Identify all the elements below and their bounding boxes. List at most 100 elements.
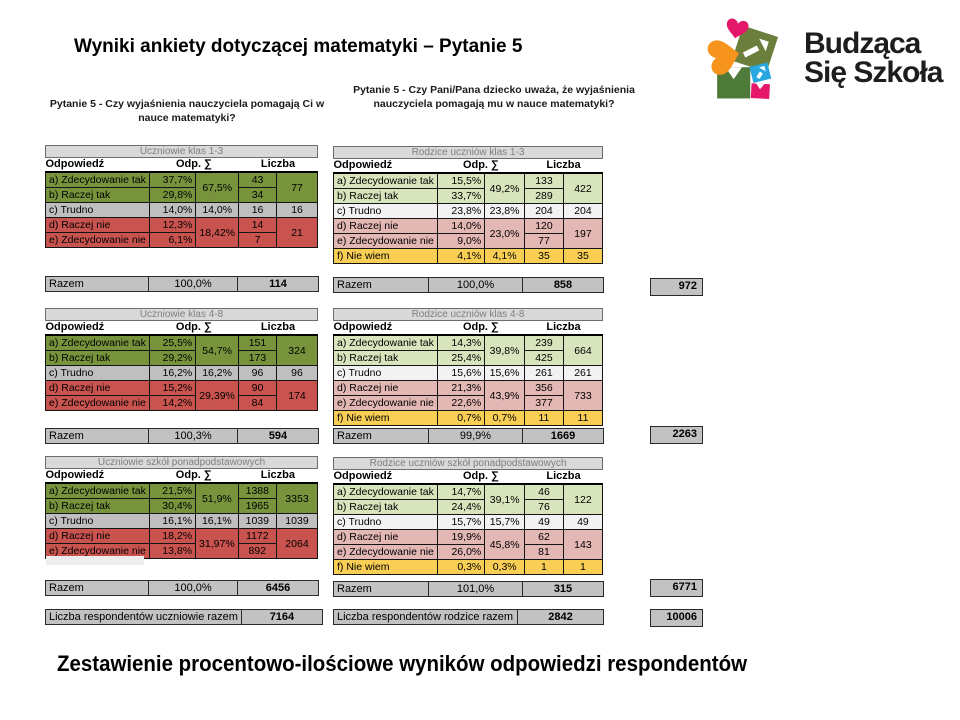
right-razem-row-1: Razem 100,0% 858 <box>333 277 604 293</box>
answer-cell: a) Zdecydowanie tak <box>333 172 438 189</box>
count-cell: 7 <box>238 232 278 248</box>
answer-row: e) Zdecydowanie nie 13,8% 892 <box>45 543 318 559</box>
answer-row: c) Trudno 15,7% 15,7% 49 49 <box>333 514 604 530</box>
pct-column-header: Odp. ∑ <box>437 470 525 485</box>
table-group-title: Rodzice uczniów klas 4-8 <box>333 308 603 321</box>
respondents-label: Liczba respondentów rodzice razem <box>333 609 518 625</box>
pct-cell: 16,1% <box>148 513 197 529</box>
pct-cell: 9,0% <box>436 233 486 249</box>
count-cell: 261 <box>523 365 564 381</box>
razem-pct: 100,0% <box>148 276 238 292</box>
pct-cell: 19,9% <box>436 529 486 545</box>
combined-total-box-3: 6771 <box>650 579 703 597</box>
logo-line-1: Budząca <box>804 26 921 60</box>
answer-column-header: Odpowiedź <box>333 321 438 336</box>
pct-cell: 0,3% <box>436 559 486 575</box>
pct-cell: 14,0% <box>148 202 197 218</box>
answer-row: f) Nie wiem 4,1% 4,1% 35 35 <box>333 248 604 264</box>
answer-cell: c) Trudno <box>333 365 438 381</box>
answer-row: d) Raczej nie 14,0% 23,0% 120 197 <box>333 218 604 249</box>
table-header-row: Odpowiedź Odp. ∑ Liczba <box>333 470 603 485</box>
pct-sum-cell: 51,9% <box>195 482 239 514</box>
left-razem-row-2: Razem 100,3% 594 <box>45 428 319 444</box>
razem-count: 114 <box>237 276 319 292</box>
parents-respondents-total-row: Liczba respondentów rodzice razem 2842 <box>333 609 604 625</box>
count-sum-cell: 197 <box>562 218 604 249</box>
pct-column-header: Odp. ∑ <box>437 159 525 174</box>
count-sum-cell: 324 <box>276 334 318 366</box>
count-sum-cell: 1039 <box>275 513 319 529</box>
count-sum-cell: 174 <box>276 380 318 411</box>
pct-sum-cell: 14,0% <box>195 202 240 218</box>
answer-row: d) Raczej nie 18,2% 31,97% 1172 2064 <box>45 528 319 559</box>
count-column-header: Liczba <box>524 321 603 336</box>
pct-cell: 29,8% <box>148 187 197 203</box>
count-cell: 425 <box>523 350 564 366</box>
answer-cell: c) Trudno <box>45 202 150 218</box>
pct-sum-cell: 23,8% <box>484 203 525 219</box>
pct-cell: 15,2% <box>148 380 197 396</box>
count-sum-cell: 143 <box>562 529 604 560</box>
count-column-header: Liczba <box>238 158 318 173</box>
answer-row: a) Zdecydowanie tak 21,5% 51,9% 1388 3353 <box>45 482 319 514</box>
razem-label: Razem <box>45 428 149 444</box>
pct-cell: 26,0% <box>436 544 486 560</box>
answer-row: e) Zdecydowanie nie 22,6% 377 <box>333 395 603 411</box>
razem-row: Razem 100,0% 114 <box>45 276 319 292</box>
count-cell: 1388 <box>237 482 277 499</box>
count-column-header: Liczba <box>238 321 318 336</box>
count-sum-cell: 261 <box>562 365 604 381</box>
answers-table: Odpowiedź Odp. ∑ Liczba a) Zdecydowanie tak… <box>45 158 318 248</box>
answer-cell: b) Raczej tak <box>333 499 438 515</box>
razem-row: Razem 100,0% 6456 <box>45 580 319 596</box>
pct-cell: 33,7% <box>436 188 486 204</box>
answer-cell: a) Zdecydowanie tak <box>45 334 150 351</box>
count-sum-cell: 122 <box>562 483 604 515</box>
answers-table: Odpowiedź Odp. ∑ Liczba a) Zdecydowanie tak… <box>45 321 318 411</box>
answer-cell: d) Raczej nie <box>45 217 150 233</box>
razem-count: 1669 <box>522 428 604 444</box>
pct-sum-cell: 54,7% <box>195 334 239 366</box>
answer-row: b) Raczej tak 24,4% 76 <box>333 499 603 515</box>
answer-cell: f) Nie wiem <box>333 410 438 426</box>
pct-sum-cell: 0,7% <box>484 410 525 426</box>
right-survey-table-1: Rodzice uczniów klas 1-3 Odpowiedź Odp. ∑ L… <box>333 146 604 264</box>
left-survey-table-3: Uczniowie szkół ponadpodstawowych Odpowie… <box>45 456 319 559</box>
page-title: Wyniki ankiety dotyczącej matematyki – P… <box>74 36 523 57</box>
right-razem-row-3: Razem 101,0% 315 <box>333 581 604 597</box>
right-razem-row-2: Razem 99,9% 1669 <box>333 428 604 444</box>
count-cell: 892 <box>237 543 277 559</box>
pct-sum-cell: 18,42% <box>195 217 240 248</box>
count-cell: 81 <box>524 544 564 560</box>
answer-cell: b) Raczej tak <box>45 350 150 366</box>
pct-cell: 30,4% <box>148 498 197 514</box>
answer-row: a) Zdecydowanie tak 25,5% 54,7% 151 324 <box>45 334 318 366</box>
answer-row: c) Trudno 23,8% 23,8% 204 204 <box>333 203 604 219</box>
pct-sum-cell: 15,7% <box>484 514 526 530</box>
count-sum-cell: 49 <box>562 514 604 530</box>
answer-cell: d) Raczej nie <box>333 218 438 234</box>
table-header-row: Odpowiedź Odp. ∑ Liczba <box>45 321 318 336</box>
answers-table: Odpowiedź Odp. ∑ Liczba a) Zdecydowanie tak… <box>333 321 604 426</box>
table-group-title: Rodzice uczniów klas 1-3 <box>333 146 603 159</box>
answer-cell: e) Zdecydowanie nie <box>45 395 150 411</box>
count-cell: 356 <box>523 380 564 396</box>
razem-label: Razem <box>333 581 429 597</box>
faded-empty-row <box>46 556 144 565</box>
answer-cell: d) Raczej nie <box>333 529 438 545</box>
count-cell: 173 <box>237 350 278 366</box>
pct-sum-cell: 16,2% <box>195 365 239 381</box>
pct-cell: 0,7% <box>436 410 486 426</box>
razem-label: Razem <box>45 276 149 292</box>
pct-cell: 37,7% <box>148 171 197 188</box>
table-header-row: Odpowiedź Odp. ∑ Liczba <box>45 469 318 484</box>
razem-row: Razem 101,0% 315 <box>333 581 604 597</box>
answer-row: b) Raczej tak 30,4% 1965 <box>45 498 318 514</box>
logo: Budząca Się Szkoła <box>700 12 943 104</box>
pct-cell: 23,8% <box>436 203 486 219</box>
count-sum-cell: 733 <box>562 380 604 411</box>
count-column-header: Liczba <box>524 470 603 485</box>
count-cell: 16 <box>238 202 278 218</box>
razem-row: Razem 99,9% 1669 <box>333 428 604 444</box>
count-column-header: Liczba <box>238 469 318 484</box>
